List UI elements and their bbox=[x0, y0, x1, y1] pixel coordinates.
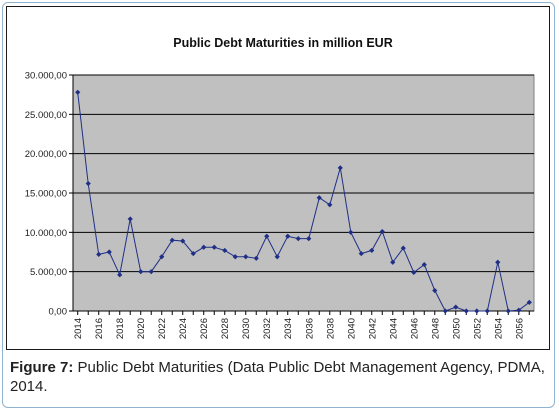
x-tick-label: 2040 bbox=[346, 318, 357, 339]
data-point bbox=[348, 229, 354, 235]
data-point bbox=[285, 233, 291, 239]
data-point bbox=[474, 308, 480, 314]
data-point bbox=[211, 244, 217, 250]
x-tick-label: 2038 bbox=[325, 318, 336, 339]
x-axis: 2014 2016 2018 2020 2022 2024 2026 2028 2030 2032… bbox=[73, 310, 534, 339]
data-point bbox=[421, 261, 427, 268]
data-point bbox=[306, 236, 312, 242]
data-point bbox=[484, 308, 490, 314]
x-tick-label: 2016 bbox=[94, 318, 105, 339]
x-tick-label: 2014 bbox=[73, 318, 84, 339]
x-tick-label: 2044 bbox=[388, 318, 399, 339]
x-tick-label: 2042 bbox=[367, 318, 378, 339]
y-tick-label: 20.000,00 bbox=[25, 149, 67, 160]
x-tick-label: 2036 bbox=[304, 318, 315, 339]
caption-text: Public Debt Maturities (Data Public Debt… bbox=[10, 359, 545, 395]
data-point bbox=[453, 304, 459, 310]
x-tick-label: 2046 bbox=[409, 318, 420, 339]
x-tick-label: 2056 bbox=[514, 318, 525, 339]
y-tick-label: 30.000,00 bbox=[25, 71, 67, 82]
data-point bbox=[411, 269, 417, 276]
data-point bbox=[337, 165, 343, 171]
x-tick-label: 2048 bbox=[430, 318, 441, 339]
data-point bbox=[106, 249, 112, 255]
x-tick-label: 2020 bbox=[136, 318, 147, 339]
data-point bbox=[148, 269, 154, 275]
x-tick-label: 2024 bbox=[178, 318, 189, 339]
data-point bbox=[127, 216, 133, 222]
x-tick-label: 2018 bbox=[115, 318, 126, 339]
chart-title: Public Debt Maturities in million EUR bbox=[173, 36, 392, 50]
y-axis: 0,00 5.000,00 10.000,00 15.000,00 20.000,00 2… bbox=[25, 71, 74, 318]
x-tick-label: 2034 bbox=[283, 318, 294, 339]
data-point bbox=[379, 228, 385, 235]
y-tick-label: 25.000,00 bbox=[25, 110, 67, 121]
data-point bbox=[400, 245, 406, 251]
line-chart: Public Debt Maturities in million EUR 0,… bbox=[25, 36, 535, 339]
data-point bbox=[117, 272, 123, 278]
data-point bbox=[295, 236, 301, 242]
data-point bbox=[85, 180, 91, 187]
data-point bbox=[432, 287, 438, 294]
data-point bbox=[180, 238, 186, 244]
data-point bbox=[222, 247, 228, 254]
data-point bbox=[96, 251, 102, 257]
x-tick-label: 2028 bbox=[220, 318, 231, 339]
data-point bbox=[505, 308, 511, 314]
data-point bbox=[201, 244, 207, 250]
data-point bbox=[369, 247, 375, 254]
x-tick-label: 2050 bbox=[451, 318, 462, 339]
x-tick-label: 2032 bbox=[262, 318, 273, 339]
data-point bbox=[442, 308, 448, 314]
chart-panel: Public Debt Maturities in million EUR 0,… bbox=[6, 6, 550, 350]
series-maturities bbox=[75, 89, 532, 314]
y-tick-label: 5.000,00 bbox=[30, 267, 67, 278]
data-point bbox=[358, 250, 364, 257]
x-tick-label: 2026 bbox=[199, 318, 210, 339]
data-point bbox=[495, 259, 501, 265]
x-tick-label: 2022 bbox=[157, 318, 168, 339]
data-point bbox=[138, 269, 144, 275]
x-tick-label: 2030 bbox=[241, 318, 252, 339]
data-point bbox=[316, 195, 322, 201]
data-point bbox=[516, 307, 522, 313]
data-point bbox=[463, 308, 469, 314]
y-tick-label: 15.000,00 bbox=[25, 189, 67, 200]
data-point bbox=[274, 254, 280, 260]
data-point bbox=[169, 237, 175, 243]
data-point bbox=[190, 250, 196, 257]
data-point bbox=[390, 259, 396, 265]
data-point bbox=[264, 233, 270, 239]
y-tick-label: 0,00 bbox=[49, 307, 68, 318]
caption-label: Figure 7: bbox=[10, 359, 74, 376]
x-tick-label: 2054 bbox=[493, 318, 504, 339]
data-point bbox=[526, 299, 532, 305]
data-point bbox=[75, 89, 81, 95]
data-point bbox=[327, 202, 333, 208]
x-tick-label: 2052 bbox=[472, 318, 483, 339]
y-tick-label: 10.000,00 bbox=[25, 228, 67, 239]
figure-caption: Figure 7: Public Debt Maturities (Data P… bbox=[10, 358, 550, 396]
